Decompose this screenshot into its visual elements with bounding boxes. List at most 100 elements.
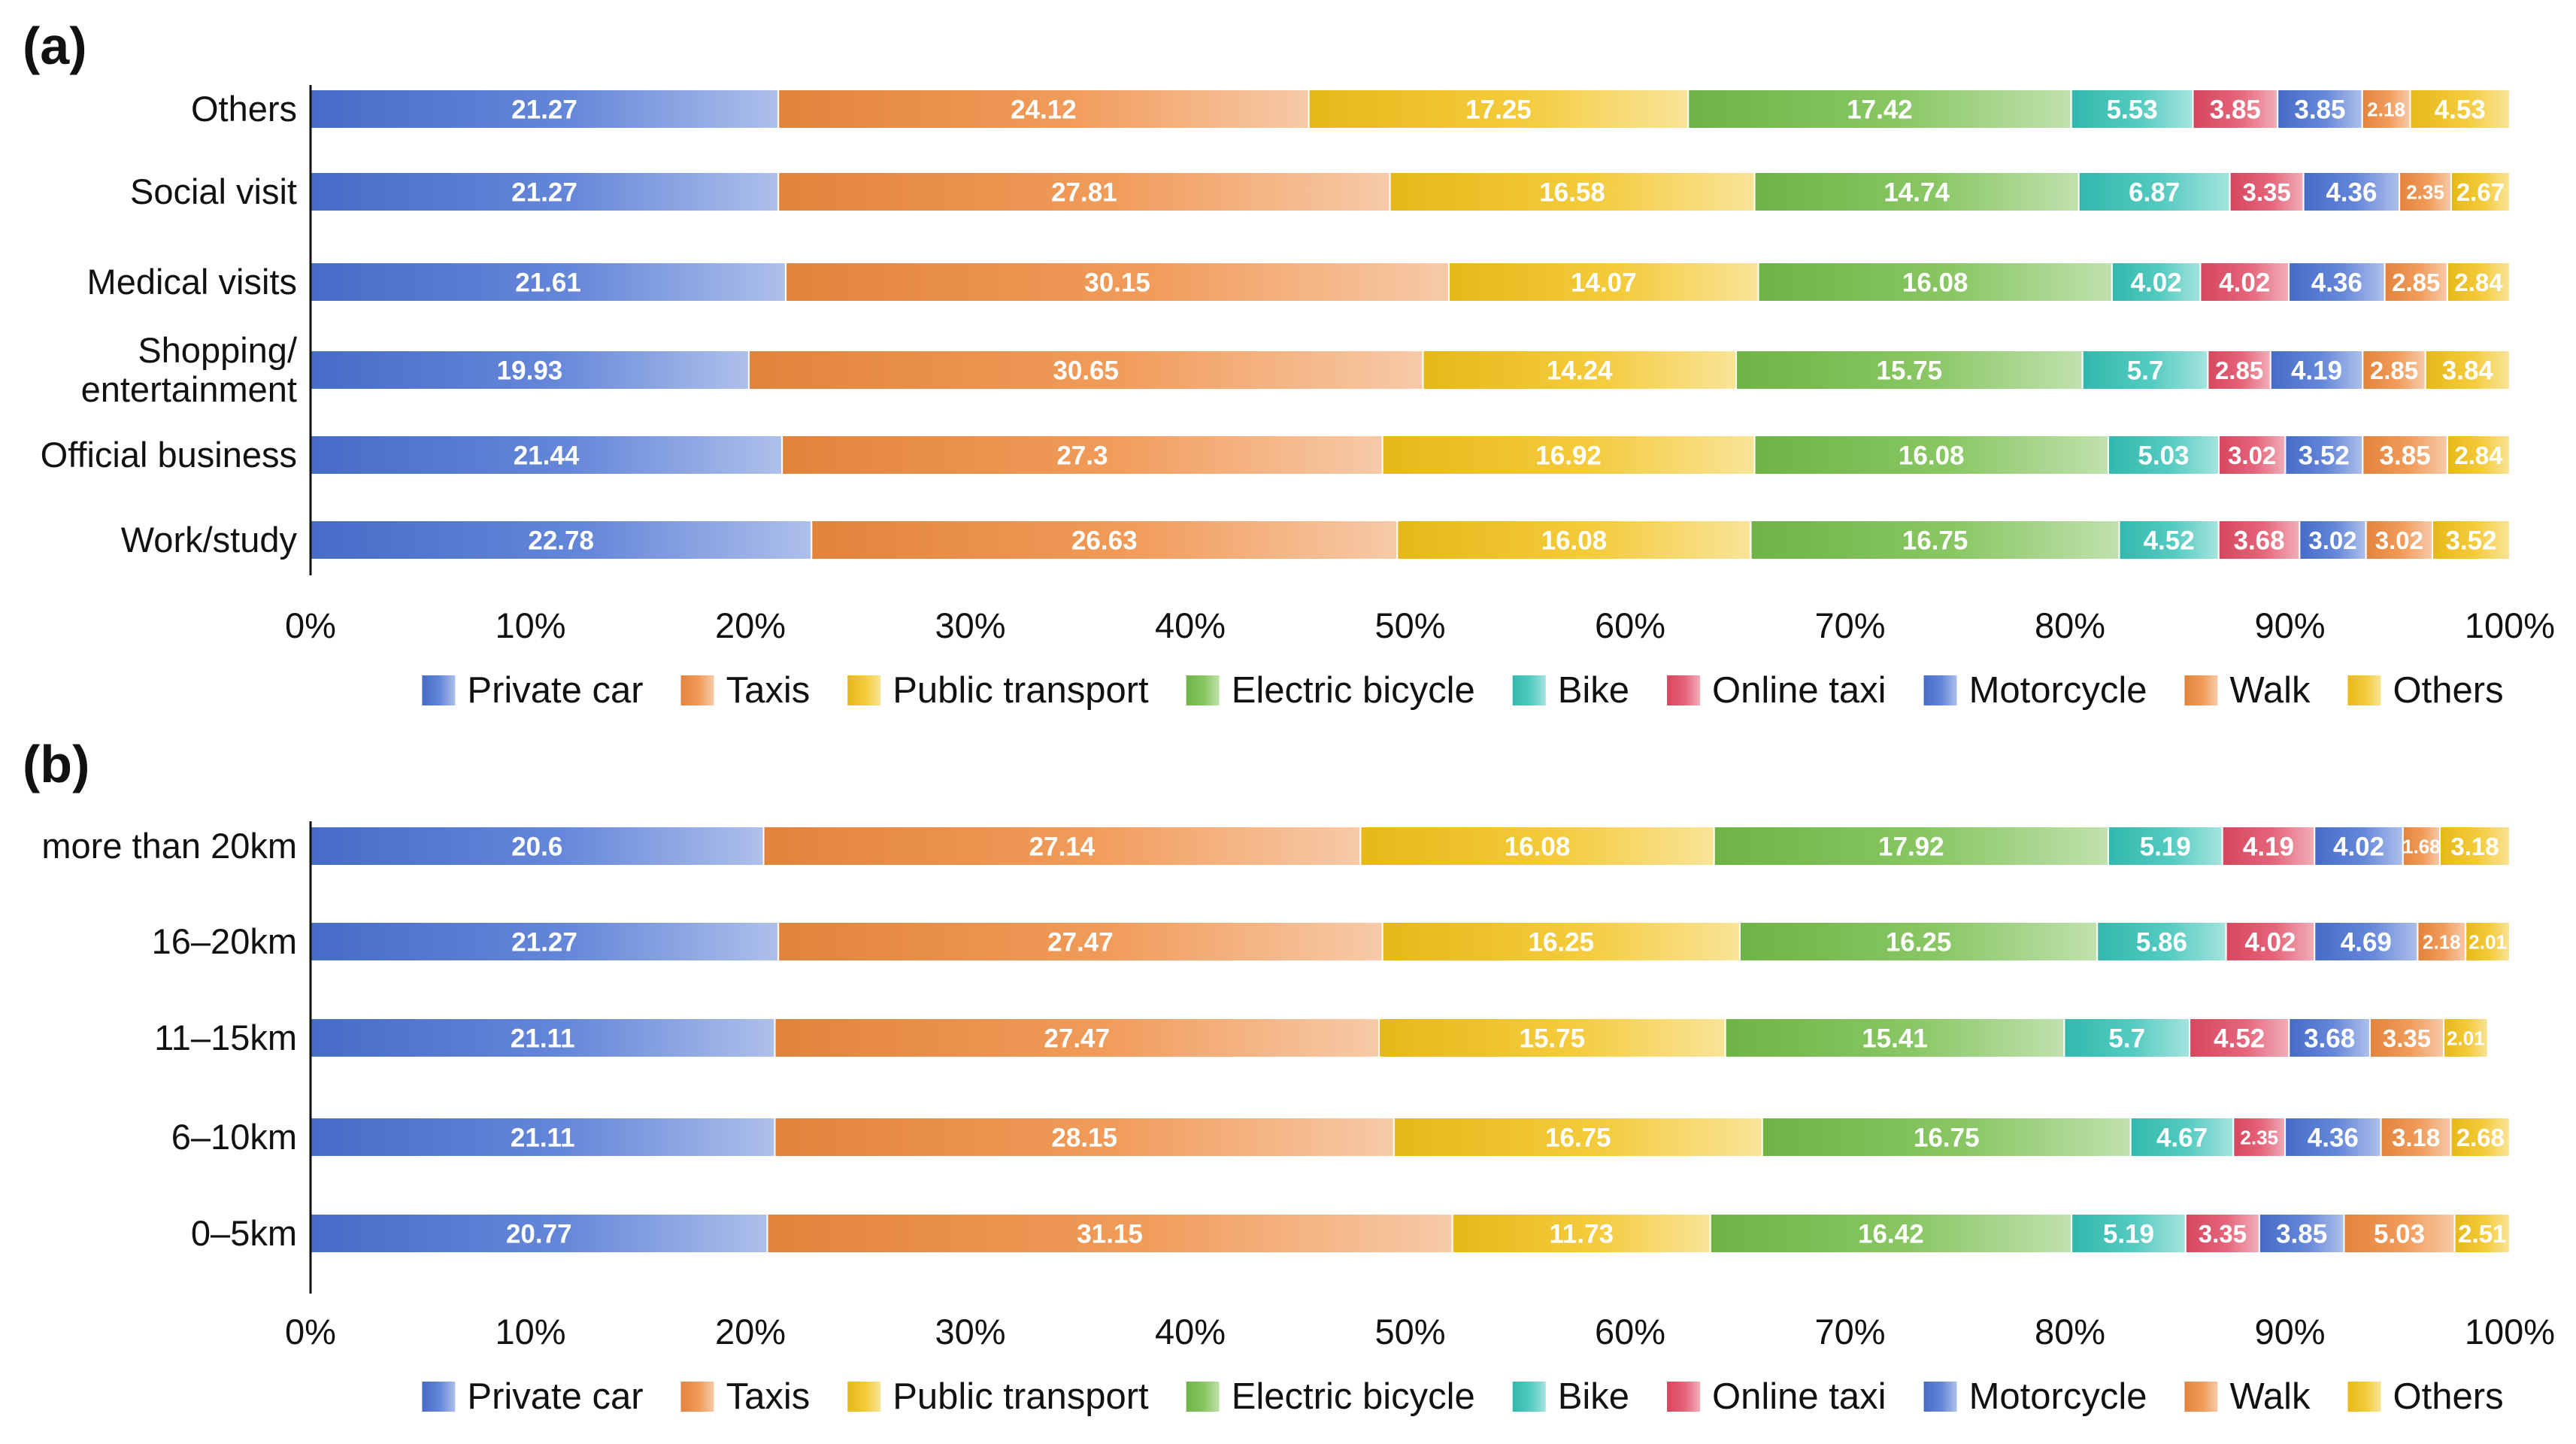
data-label-public-transport-shopping-entertainment: 14.24 (1547, 356, 1613, 386)
data-label-motorcycle-official-business: 3.52 (2299, 441, 2350, 471)
x-tick-label-70: 70% (1814, 605, 1885, 645)
category-label-official-business: Official business (41, 435, 297, 475)
data-label-bike-shopping-entertainment: 5.7 (2127, 356, 2164, 386)
data-label-walk-others: 2.18 (2367, 98, 2405, 120)
legend-swatch-electric-bicycle (1186, 675, 1220, 705)
data-label-taxis-16-20km: 27.47 (1047, 928, 1114, 957)
data-label-walk-shopping-entertainment: 2.85 (2370, 356, 2418, 384)
data-label-electric-bicycle-work-study: 16.75 (1902, 526, 1968, 556)
data-label-public-transport-others: 17.25 (1465, 96, 1532, 125)
bar-segment-others-16-20km (2465, 921, 2511, 962)
bar-segment-motorcycle-16-20km (2314, 921, 2419, 962)
bar-segment-walk-others (2361, 89, 2411, 129)
bar-segment-others-official-business (2446, 435, 2511, 475)
data-label-taxis-0-5km: 31.15 (1077, 1220, 1143, 1249)
legend-swatch-taxis (680, 1382, 714, 1412)
legend-swatch-private-car (422, 675, 456, 705)
data-label-bike-more-than-20km: 5.19 (2140, 833, 2191, 862)
bar-segment-taxis-medical-visits (785, 262, 1450, 302)
bar-segment-electric-bicycle-work-study (1750, 520, 2120, 560)
bar-segment-bike-0-5km (2071, 1213, 2187, 1254)
bar-segment-others-more-than-20km (2438, 826, 2511, 866)
bar-segment-online-taxi-others (2192, 89, 2279, 129)
data-label-taxis-11-15km: 27.47 (1044, 1024, 1110, 1054)
legend-swatch-motorcycle (1923, 675, 1957, 705)
x-tick-label-40: 40% (1155, 605, 1226, 645)
data-label-others-others: 4.53 (2435, 96, 2486, 125)
bar-segment-bike-others (2070, 89, 2194, 129)
category-label-others: Others (191, 89, 297, 129)
bar-segment-public-transport-others (1308, 89, 1690, 129)
bar-segment-private-car-11-15km (310, 1018, 776, 1058)
legend-swatch-private-car (422, 1382, 456, 1412)
bar-segment-taxis-6-10km (774, 1117, 1395, 1157)
data-label-public-transport-official-business: 16.92 (1535, 441, 1602, 471)
bar-segment-online-taxi-11-15km (2189, 1018, 2290, 1058)
panel-label: (a) (23, 17, 87, 75)
data-label-taxis-work-study: 26.63 (1071, 526, 1138, 556)
bar-segment-electric-bicycle-official-business (1753, 435, 2109, 475)
category-label-social-visit: Social visit (130, 171, 297, 211)
bar-segment-online-taxi-16-20km (2225, 921, 2316, 962)
legend-swatch-public-transport (847, 1382, 881, 1412)
bar-segment-taxis-work-study (811, 520, 1399, 560)
data-label-bike-medical-visits: 4.02 (2131, 268, 2182, 298)
data-label-motorcycle-0-5km: 3.85 (2276, 1220, 2327, 1249)
category-label-0-5km: 0–5km (191, 1213, 297, 1253)
bar-segment-walk-11-15km (2368, 1018, 2444, 1058)
legend-label-electric-bicycle: Electric bicycle (1232, 670, 1475, 711)
bar-segment-online-taxi-official-business (2218, 435, 2287, 475)
x-tick-label-80: 80% (2035, 605, 2105, 645)
data-label-taxis-shopping-entertainment: 30.65 (1053, 356, 1119, 386)
data-label-private-car-others: 21.27 (511, 96, 577, 125)
data-label-public-transport-more-than-20km: 16.08 (1505, 833, 1571, 862)
data-label-online-taxi-11-15km: 4.52 (2214, 1024, 2265, 1054)
bar-segment-walk-work-study (2365, 520, 2434, 560)
data-label-motorcycle-medical-visits: 4.36 (2311, 268, 2362, 298)
bar-segment-private-car-others (310, 89, 780, 129)
legend-label-motorcycle: Motorcycle (1969, 1376, 2147, 1417)
legend-swatch-walk (2184, 675, 2218, 705)
bar-segment-private-car-official-business (310, 435, 783, 475)
data-label-public-transport-0-5km: 11.73 (1549, 1220, 1614, 1249)
data-label-walk-more-than-20km: 1.68 (2402, 835, 2441, 857)
data-label-motorcycle-11-15km: 3.68 (2304, 1024, 2355, 1054)
bar-segment-taxis-16-20km (777, 921, 1383, 962)
x-tick-label-40: 40% (1155, 1312, 1226, 1351)
bar-segment-electric-bicycle-medical-visits (1757, 262, 2113, 302)
data-label-bike-0-5km: 5.19 (2103, 1220, 2154, 1249)
bar-segment-others-11-15km (2442, 1018, 2489, 1058)
data-label-others-shopping-entertainment: 3.84 (2442, 356, 2494, 386)
bar-segment-electric-bicycle-6-10km (1761, 1117, 2132, 1157)
data-label-electric-bicycle-11-15km: 15.41 (1862, 1024, 1928, 1054)
x-tick-label-50: 50% (1374, 605, 1445, 645)
data-label-bike-16-20km: 5.86 (2136, 928, 2187, 957)
legend-label-electric-bicycle: Electric bicycle (1232, 1376, 1475, 1417)
legend-label-others: Others (2393, 670, 2504, 711)
bar-segment-motorcycle-6-10km (2284, 1117, 2382, 1157)
bar-segment-private-car-6-10km (310, 1117, 776, 1157)
legend-label-taxis: Taxis (726, 1376, 811, 1417)
legend-label-walk: Walk (2229, 1376, 2311, 1417)
data-label-private-car-0-5km: 20.77 (506, 1220, 572, 1249)
bar-segment-motorcycle-shopping-entertainment (2269, 350, 2364, 390)
data-label-taxis-more-than-20km: 27.14 (1029, 833, 1096, 862)
x-tick-label-20: 20% (715, 605, 786, 645)
data-label-online-taxi-social-visit: 3.35 (2243, 178, 2291, 206)
category-label-medical-visits: Medical visits (87, 262, 297, 302)
data-label-online-taxi-6-10km: 2.35 (2240, 1126, 2278, 1148)
legend-label-bike: Bike (1558, 670, 1629, 711)
bar-segment-public-transport-work-study (1396, 520, 1752, 560)
data-label-others-medical-visits: 2.84 (2454, 268, 2503, 296)
data-label-electric-bicycle-medical-visits: 16.08 (1902, 268, 1968, 298)
data-label-others-official-business: 2.84 (2454, 441, 2503, 469)
data-label-private-car-shopping-entertainment: 19.93 (497, 356, 563, 386)
category-label-6-10km: 6–10km (171, 1117, 297, 1157)
data-label-electric-bicycle-0-5km: 16.42 (1858, 1220, 1924, 1249)
data-label-others-social-visit: 2.67 (2456, 178, 2505, 206)
bar-segment-online-taxi-6-10km (2232, 1117, 2287, 1157)
legend-swatch-taxis (680, 675, 714, 705)
bar-segment-bike-more-than-20km (2107, 826, 2223, 866)
data-label-walk-official-business: 3.85 (2380, 441, 2431, 471)
bar-segment-walk-0-5km (2343, 1213, 2456, 1254)
